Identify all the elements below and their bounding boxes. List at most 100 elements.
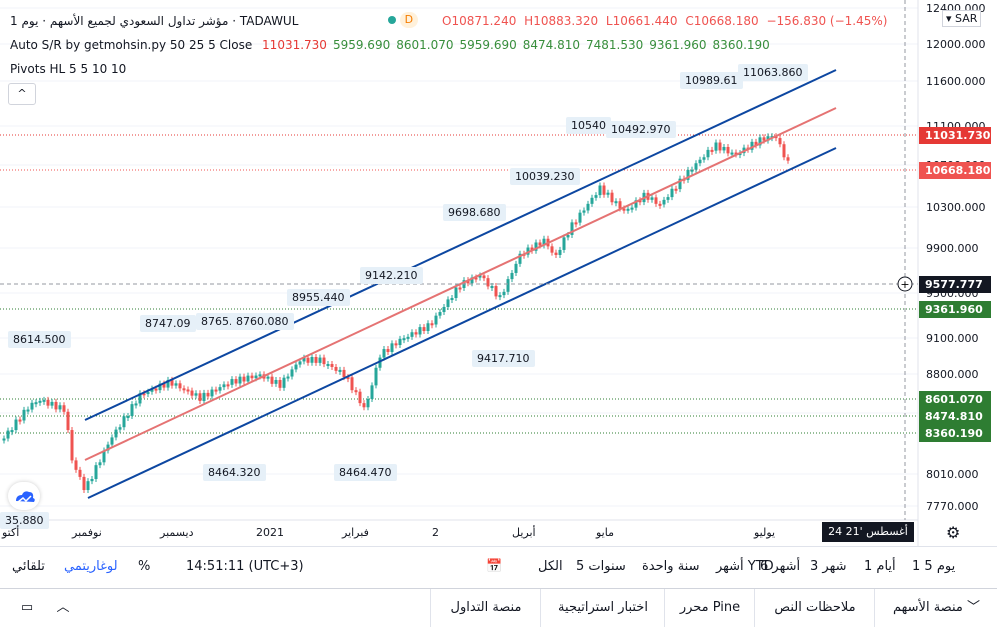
candle	[162, 383, 166, 388]
range-3m[interactable]: شهر 3	[810, 559, 847, 574]
candle	[382, 349, 386, 358]
time-axis[interactable]: أكتو نوفمبر ديسمبر 2021 فبراير 2 أبريل مايو يولي…	[0, 520, 918, 544]
candle	[726, 146, 730, 154]
candle	[122, 416, 126, 428]
candle	[414, 332, 418, 335]
candle	[258, 374, 262, 377]
candle	[86, 481, 90, 491]
candle	[758, 137, 762, 146]
candle	[302, 357, 306, 362]
market-open-dot-icon	[388, 16, 396, 24]
candle	[482, 275, 486, 279]
candle	[442, 306, 446, 313]
collapse-legend-chevron-up-icon[interactable]: ^	[8, 83, 36, 105]
candle	[446, 299, 450, 307]
timezone-clock[interactable]: 14:51:11 (UTC+3)	[186, 559, 304, 574]
indicator-name[interactable]: Auto S/R by getmohsin.py 50 25 5 Close	[10, 38, 253, 52]
range-ytd[interactable]: أشهر YTD	[716, 559, 774, 574]
ohlc-low: L10661.440	[605, 14, 678, 28]
pivot-label: 8464.320	[203, 464, 266, 481]
tab-strategy-tester[interactable]: اختبار استراتيجية	[540, 589, 665, 627]
pivot-label: 9417.710	[472, 350, 535, 367]
percent-scale-toggle[interactable]: %	[138, 559, 151, 574]
candle	[158, 383, 162, 391]
candle	[194, 393, 198, 396]
candle	[610, 192, 614, 203]
candle	[530, 247, 534, 251]
candle	[130, 404, 134, 416]
tab-trading-panel[interactable]: منصة التداول	[430, 589, 541, 627]
candle	[62, 405, 66, 412]
log-scale-toggle[interactable]: لوغاريتمي	[64, 559, 118, 574]
compare-calendar-icon[interactable]: 📅	[486, 559, 503, 574]
candle	[590, 197, 594, 204]
candle	[634, 200, 638, 208]
price-axis[interactable]: 12400.00012000.00011600.00011100.0001070…	[918, 0, 997, 520]
candle	[754, 141, 758, 146]
candle	[538, 242, 542, 246]
indicator-legend-sr[interactable]: Auto S/R by getmohsin.py 50 25 5 Close 1…	[10, 38, 782, 52]
range-1d[interactable]: 1 يوم 5	[912, 559, 956, 574]
candle	[450, 298, 454, 301]
candle	[234, 379, 238, 384]
candle	[362, 403, 366, 408]
pivot-label: 10039.230	[510, 168, 580, 185]
candle	[670, 188, 674, 198]
tab-text-notes[interactable]: ملاحظات النص	[754, 589, 875, 627]
chevron-up-icon[interactable]: ︿	[56, 600, 70, 615]
tab-stock-screener-label: منصة الأسهم	[893, 600, 963, 615]
candle	[186, 389, 190, 392]
range-5y[interactable]: 5 سنوات	[576, 559, 626, 574]
candle	[10, 430, 14, 433]
candle	[490, 286, 494, 289]
candle	[94, 465, 98, 479]
price-chart[interactable]: +	[0, 0, 997, 546]
range-1y[interactable]: سنة واحدة	[642, 559, 700, 574]
candle	[298, 361, 302, 365]
candle	[370, 385, 374, 399]
candle	[266, 376, 270, 379]
chart-settings-gear-icon[interactable]: ⚙	[946, 523, 961, 542]
ohlc-high: H10883.320	[524, 14, 599, 28]
tab-stock-screener[interactable]: منصة الأسهم ﹀	[874, 589, 997, 627]
tradingview-logo[interactable]	[8, 482, 40, 510]
candle	[474, 277, 478, 280]
time-tick-label: نوفمبر	[72, 526, 102, 539]
candle	[350, 377, 354, 391]
candle	[702, 157, 706, 160]
candle	[198, 393, 202, 401]
range-6m[interactable]: أشهر 6	[760, 559, 801, 574]
candle	[178, 383, 182, 389]
candle	[174, 383, 178, 386]
price-tick-label: 7770.000	[926, 500, 979, 513]
symbol-title[interactable]: مؤشر تداول السعودي لجميع الأسهم · يوم 1 …	[10, 14, 299, 28]
candle	[170, 379, 174, 386]
candle	[542, 238, 546, 246]
candle	[662, 199, 666, 205]
symbol-title-row[interactable]: مؤشر تداول السعودي لجميع الأسهم · يوم 1 …	[10, 14, 298, 28]
candle	[570, 222, 574, 235]
maximize-panel-icon[interactable]: ▭	[20, 600, 34, 615]
candle	[514, 263, 518, 273]
currency-selector[interactable]: ▾ SAR	[942, 10, 982, 27]
candle	[334, 366, 338, 371]
candle	[486, 278, 490, 287]
candle	[734, 152, 738, 155]
candle	[274, 380, 278, 384]
tab-pine-editor[interactable]: محرر Pine	[664, 589, 755, 627]
price-tick-label: 9900.000	[926, 242, 979, 255]
candle	[566, 234, 570, 238]
indicator-legend-pivots[interactable]: Pivots HL 5 5 10 10	[10, 62, 126, 76]
candle	[578, 212, 582, 223]
candle	[606, 192, 610, 195]
auto-scale-toggle[interactable]: تلقائي	[12, 559, 45, 574]
pivot-label: 11063.860	[738, 64, 808, 81]
range-all[interactable]: الكل	[538, 559, 563, 574]
indicator-name[interactable]: Pivots HL 5 5 10 10	[10, 62, 127, 76]
candle	[78, 469, 82, 477]
range-1m[interactable]: أيام 1	[864, 559, 896, 574]
candle	[410, 332, 414, 337]
candle	[630, 207, 634, 210]
price-tick-label: 11600.000	[926, 75, 986, 88]
candle	[106, 444, 110, 451]
